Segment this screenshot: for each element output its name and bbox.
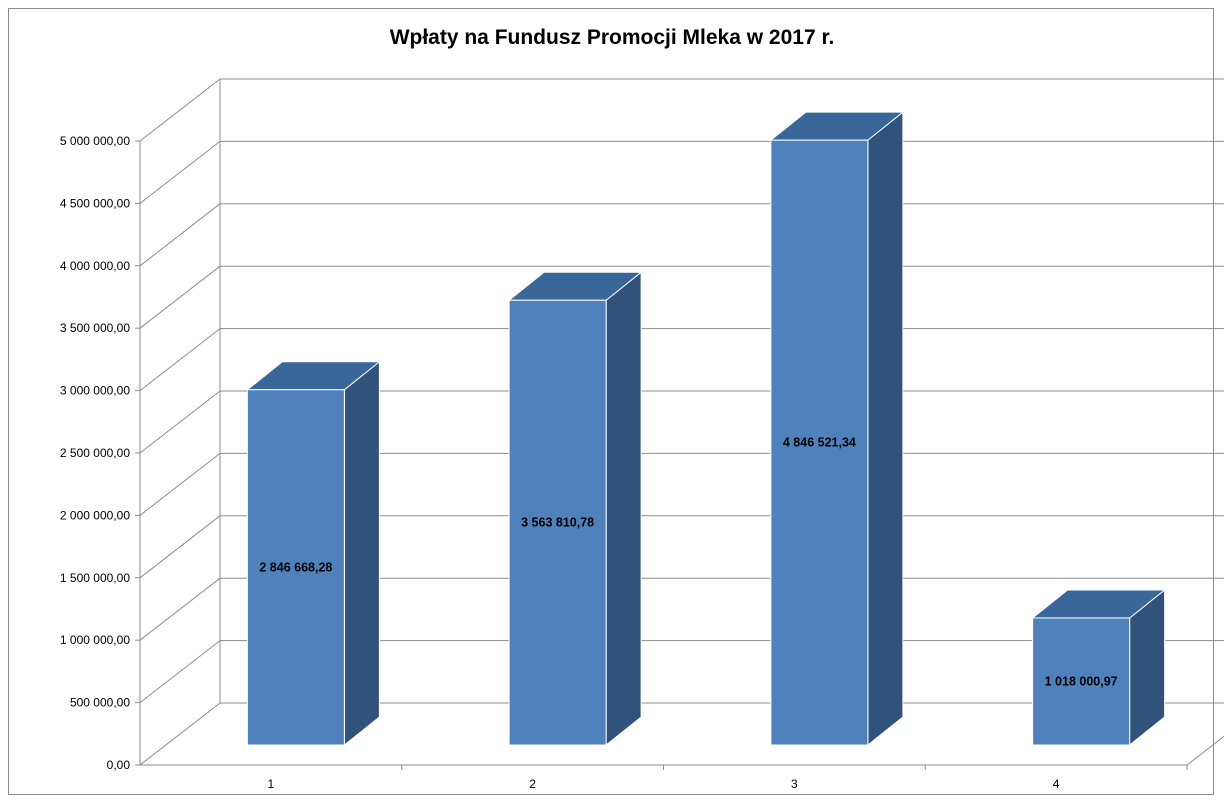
gridline-side-6: [139, 328, 221, 391]
y-tick-label-2: 1 000 000,00: [60, 633, 130, 647]
y-tick-label-0: 0,00: [107, 758, 131, 772]
data-label-1: 2 846 668,28: [259, 560, 332, 574]
bar-1: [246, 389, 345, 746]
gridline-side-10: [139, 78, 221, 142]
gridline-side-2: [139, 577, 221, 641]
x-tick-label-4: 4: [1053, 777, 1060, 791]
gridline-side-0: [139, 702, 221, 766]
data-label-2: 3 563 810,78: [521, 516, 594, 530]
gridline-side-9: [139, 141, 221, 204]
x-tick-label-2: 2: [529, 777, 536, 791]
data-label-3: 4 846 521,34: [783, 436, 856, 450]
y-tick-label-1: 500 000,00: [70, 696, 130, 710]
bar-side-2: [605, 271, 642, 747]
data-label-4: 1 018 000,97: [1045, 674, 1118, 688]
bar-side-1: [343, 360, 380, 747]
gridline-side-1: [139, 640, 221, 703]
chart-title: Wpłaty na Fundusz Promocji Mleka w 2017 …: [389, 26, 835, 49]
y-tick-label-4: 2 000 000,00: [60, 508, 130, 522]
bar-2: [508, 299, 607, 746]
y-tick-label-9: 4 500 000,00: [60, 196, 130, 210]
gridline-side-8: [139, 203, 221, 267]
floor-right-edge: [1186, 735, 1224, 766]
x-tick-label-3: 3: [791, 777, 798, 791]
y-tick-label-8: 4 000 000,00: [60, 259, 130, 273]
y-tick-label-7: 3 500 000,00: [60, 321, 130, 335]
gridline-side-3: [139, 515, 221, 579]
gridline-side-5: [139, 390, 221, 454]
gridline-side-4: [139, 453, 221, 516]
bar-4: [1032, 617, 1131, 746]
bar-3: [770, 139, 869, 746]
y-tick-label-6: 3 000 000,00: [60, 384, 130, 398]
x-tick-label-1: 1: [268, 777, 275, 791]
y-tick-label-10: 5 000 000,00: [60, 134, 130, 148]
bar-side-3: [867, 111, 904, 747]
gridline-side-7: [139, 265, 221, 329]
y-tick-label-5: 2 500 000,00: [60, 446, 130, 460]
y-tick-label-3: 1 500 000,00: [60, 571, 130, 585]
